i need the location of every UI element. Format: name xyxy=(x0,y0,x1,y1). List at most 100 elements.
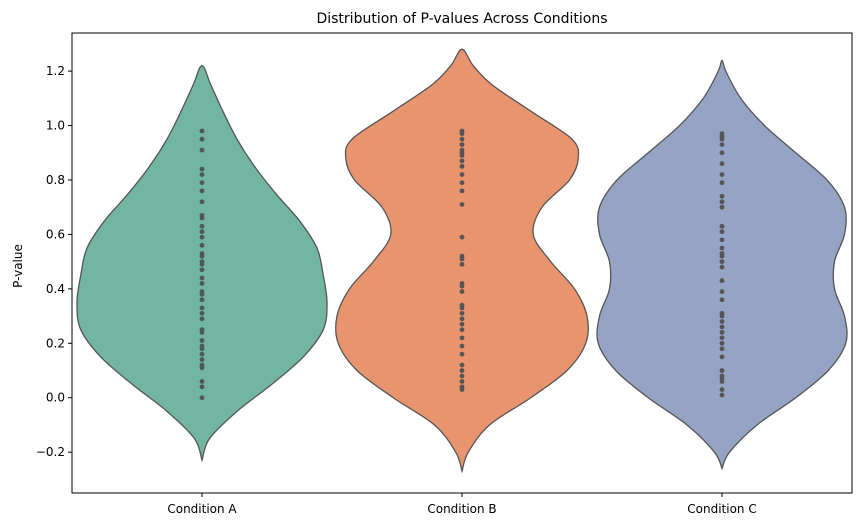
data-point xyxy=(459,362,465,368)
y-tick-label: 0.6 xyxy=(46,227,65,241)
data-point xyxy=(719,297,725,303)
data-point xyxy=(719,324,725,330)
data-point xyxy=(459,316,465,322)
data-point xyxy=(199,212,205,218)
data-point xyxy=(199,305,205,311)
data-point xyxy=(719,368,725,373)
data-point xyxy=(719,259,725,265)
y-tick-label: 0.8 xyxy=(46,173,65,187)
chart-title: Distribution of P-values Across Conditio… xyxy=(316,11,607,27)
y-tick-label: 0.4 xyxy=(46,282,65,296)
data-point xyxy=(199,147,205,153)
data-point xyxy=(199,327,205,333)
data-point xyxy=(199,281,205,286)
data-point xyxy=(199,166,205,172)
data-point xyxy=(459,261,465,267)
x-tick-label: Condition A xyxy=(167,502,237,516)
data-point xyxy=(459,379,465,384)
data-point xyxy=(199,267,205,273)
data-point xyxy=(459,335,465,341)
data-point xyxy=(459,253,465,259)
data-point xyxy=(199,242,205,248)
data-point xyxy=(459,172,465,177)
data-point xyxy=(459,142,465,148)
violin-3 xyxy=(596,59,848,471)
data-point xyxy=(459,321,465,327)
data-point xyxy=(459,302,465,308)
data-point xyxy=(459,136,465,142)
data-point xyxy=(199,251,205,256)
y-tick-label: 1.0 xyxy=(46,119,65,133)
data-point xyxy=(719,223,725,229)
data-point xyxy=(719,161,725,167)
data-point xyxy=(459,188,465,194)
axes: Condition A Condition B Condition C −0.2 0.0… xyxy=(36,64,757,516)
violin-1 xyxy=(76,65,328,463)
x-tick-label: Condition C xyxy=(687,502,756,516)
data-point xyxy=(459,128,465,134)
data-point xyxy=(459,281,465,286)
data-point xyxy=(459,289,465,294)
data-point xyxy=(719,204,725,210)
data-point xyxy=(199,128,205,134)
data-point xyxy=(719,150,725,156)
data-point xyxy=(719,330,725,335)
y-tick-label: 0.2 xyxy=(46,336,65,350)
data-point xyxy=(199,180,205,186)
data-point xyxy=(459,310,465,316)
data-point xyxy=(199,223,205,229)
data-point xyxy=(199,316,205,322)
data-point xyxy=(459,351,465,357)
data-point xyxy=(719,346,725,352)
data-point xyxy=(199,229,205,235)
data-point xyxy=(459,163,465,169)
data-point xyxy=(719,289,725,294)
data-point xyxy=(199,362,205,368)
data-point xyxy=(719,251,725,256)
data-point xyxy=(459,202,465,207)
data-point xyxy=(199,338,205,343)
data-point xyxy=(459,158,465,164)
data-point xyxy=(199,343,205,349)
data-point xyxy=(459,180,465,186)
data-point xyxy=(199,310,205,316)
y-tick-label: 0.0 xyxy=(46,391,65,405)
data-point xyxy=(719,278,725,284)
data-point xyxy=(199,199,205,205)
data-point xyxy=(719,354,725,360)
violin-2 xyxy=(335,48,589,474)
data-point xyxy=(719,310,725,316)
data-point xyxy=(199,234,205,240)
data-point xyxy=(719,237,725,243)
data-point xyxy=(459,384,465,390)
data-point xyxy=(459,234,465,240)
data-point xyxy=(199,351,205,357)
data-point xyxy=(459,327,465,333)
data-point xyxy=(199,357,205,363)
violin-body xyxy=(596,59,848,471)
data-point xyxy=(719,172,725,177)
data-point xyxy=(459,343,465,349)
data-point xyxy=(199,384,205,390)
y-axis-label: P-value xyxy=(11,244,25,288)
data-point xyxy=(199,259,205,265)
data-point xyxy=(719,180,725,186)
data-point xyxy=(719,319,725,324)
data-point xyxy=(719,392,725,398)
data-point xyxy=(719,245,725,251)
data-point xyxy=(719,131,725,137)
data-point xyxy=(719,229,725,235)
data-point xyxy=(199,172,205,177)
data-point xyxy=(719,199,725,205)
y-tick-label: 1.2 xyxy=(46,64,65,78)
data-point xyxy=(459,368,465,373)
data-point xyxy=(199,297,205,303)
data-point xyxy=(199,379,205,384)
data-point xyxy=(459,373,465,379)
data-point xyxy=(199,275,205,281)
plot-area xyxy=(76,48,848,474)
data-point xyxy=(719,340,725,346)
data-point xyxy=(719,387,725,392)
y-tick-label: −0.2 xyxy=(36,445,65,459)
